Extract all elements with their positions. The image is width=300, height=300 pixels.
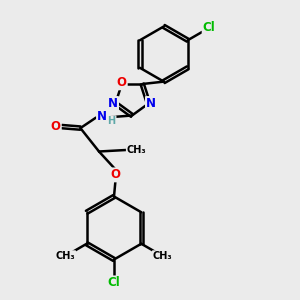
Text: Cl: Cl (203, 21, 215, 34)
Text: O: O (51, 120, 61, 133)
Text: N: N (97, 110, 107, 123)
Text: N: N (108, 97, 118, 110)
Text: O: O (117, 76, 127, 89)
Text: CH₃: CH₃ (127, 145, 146, 155)
Text: CH₃: CH₃ (56, 251, 75, 261)
Text: Cl: Cl (108, 276, 120, 290)
Text: CH₃: CH₃ (153, 251, 172, 261)
Text: H: H (107, 116, 116, 126)
Text: O: O (110, 168, 121, 182)
Text: N: N (146, 97, 156, 110)
